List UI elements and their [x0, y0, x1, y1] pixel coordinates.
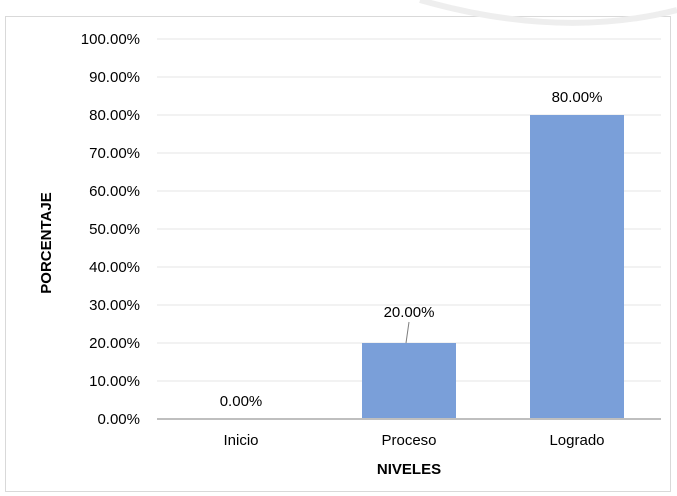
y-tick-label: 0.00% [97, 411, 140, 428]
watermark-arc [419, 0, 677, 26]
y-tick-label: 90.00% [89, 69, 140, 86]
data-label-proceso: 20.00% [384, 304, 435, 321]
data-label-logrado: 80.00% [552, 89, 603, 106]
x-tick-label: Inicio [223, 432, 258, 449]
bars [362, 115, 624, 419]
y-tick-label: 50.00% [89, 221, 140, 238]
x-tick-label: Logrado [549, 432, 604, 449]
y-tick-label: 20.00% [89, 335, 140, 352]
y-tick-label: 30.00% [89, 297, 140, 314]
y-tick-label: 10.00% [89, 373, 140, 390]
y-tick-label: 100.00% [81, 31, 140, 48]
x-tick-label: Proceso [381, 432, 436, 449]
x-axis-ticks: Inicio Proceso Logrado [223, 432, 604, 449]
bar-logrado [530, 115, 624, 419]
data-labels: 0.00% 20.00% 80.00% [220, 89, 603, 410]
data-label-inicio: 0.00% [220, 393, 263, 410]
x-axis-title: NIVELES [377, 461, 441, 478]
y-axis-title: PORCENTAJE [38, 192, 55, 293]
y-tick-label: 40.00% [89, 259, 140, 276]
y-tick-label: 60.00% [89, 183, 140, 200]
data-label-leader [405, 321, 410, 344]
y-tick-label: 80.00% [89, 107, 140, 124]
y-axis-ticks: 0.00% 10.00% 20.00% 30.00% 40.00% 50.00% 60.00… [81, 31, 140, 428]
bar-proceso [362, 343, 456, 419]
y-tick-label: 70.00% [89, 145, 140, 162]
